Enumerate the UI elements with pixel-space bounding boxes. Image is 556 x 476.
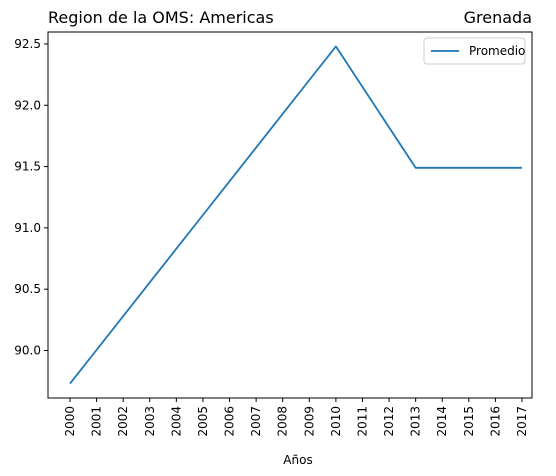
x-tick-label: 2017	[515, 406, 529, 437]
x-axis-label: Años	[283, 453, 312, 467]
x-tick-label: 2016	[488, 406, 502, 437]
x-tick-label: 2010	[329, 406, 343, 437]
chart-region-label: Grenada	[464, 8, 532, 27]
x-tick-label: 2007	[249, 406, 263, 437]
x-tick-label: 2002	[116, 406, 130, 437]
y-tick-label: 90.0	[14, 343, 41, 357]
x-tick-label: 2004	[169, 406, 183, 437]
y-tick-label: 91.5	[14, 160, 41, 174]
x-tick-label: 2001	[90, 406, 104, 437]
axes-frame	[47, 31, 533, 399]
x-tick-label: 2008	[276, 406, 290, 437]
plot-area	[69, 45, 522, 385]
y-axis: 90.0 90.5 91.0 91.5 92.0 92.5	[14, 37, 48, 357]
y-tick-label: 91.0	[14, 221, 41, 235]
legend-box	[423, 37, 526, 65]
x-tick-label: 2009	[302, 406, 316, 437]
y-tick-label: 92.0	[14, 98, 41, 112]
x-tick-label: 2011	[355, 406, 369, 437]
x-tick-label: 2013	[409, 406, 423, 437]
x-tick-label: 2003	[143, 406, 157, 437]
x-tick-label: 2005	[196, 406, 210, 437]
x-tick-label: 2014	[435, 406, 449, 437]
chart-title: Region de la OMS: Americas	[48, 8, 274, 27]
legend: Promedio	[423, 37, 526, 65]
y-tick-label: 90.5	[14, 282, 41, 296]
x-tick-label: 2012	[382, 406, 396, 437]
x-tick-label: 2000	[63, 406, 77, 437]
y-tick-label: 92.5	[14, 37, 41, 51]
x-tick-label: 2006	[223, 406, 237, 437]
legend-label-promedio: Promedio	[469, 44, 525, 58]
x-axis: 2000 2001 2002 2003 2004 2005 2006 2007 2008 2009…	[63, 398, 529, 437]
series-line-promedio	[69, 45, 522, 385]
x-tick-label: 2015	[462, 406, 476, 437]
